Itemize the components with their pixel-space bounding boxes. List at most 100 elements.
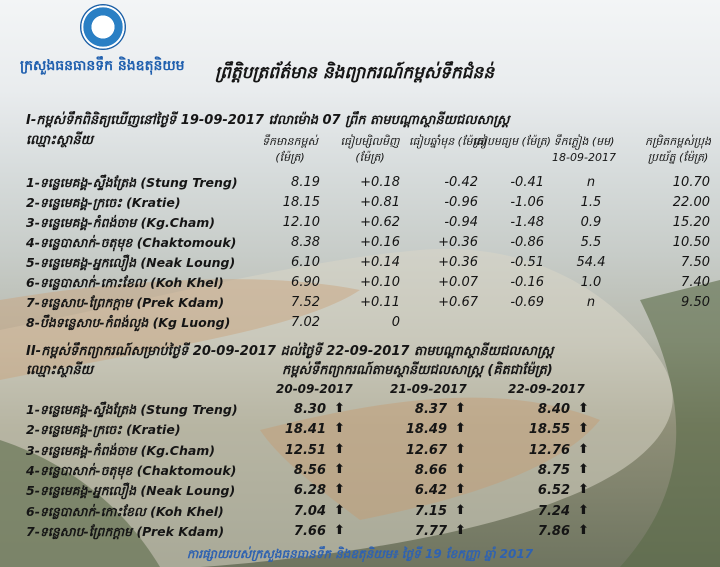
station-name: 6-ទន្លេបាសាក់-កោះខែល (Koh Khel) xyxy=(26,275,224,290)
footer-note: ការផ្សាយរបស់ក្រសួងធនធានទឹក និងឧតុនិយម៖ ថ… xyxy=(186,547,534,561)
observed-column-header: ធៀបម្សិលមិញ (ម៉ែត្រ) xyxy=(340,135,400,164)
station-name: 2-ទន្លេមេគង្គ-ក្រចេះ (Kratie) xyxy=(26,195,181,210)
arrow-up-icon: ⬆ xyxy=(334,461,345,477)
observed-value: +0.62 xyxy=(360,215,400,230)
station-name: 7-ទន្លេសាប-ព្រែកក្តាម (Prek Kdam) xyxy=(26,523,225,539)
arrow-up-icon: ⬆ xyxy=(578,522,589,538)
arrow-up-icon: ⬆ xyxy=(455,482,466,498)
observed-value: -0.86 xyxy=(510,235,544,250)
arrow-up-icon: ⬆ xyxy=(334,502,345,518)
forecast-value: 8.37 xyxy=(414,402,447,417)
observed-value: +0.18 xyxy=(360,175,400,190)
station-name: 1-ទន្លេមេគង្គ-ស្ទឹងត្រែង (Stung Treng) xyxy=(26,402,238,417)
forecast-value: 7.77 xyxy=(414,523,447,539)
forecast-station-header: ឈ្មោះស្ថានីយ xyxy=(26,363,93,378)
forecast-value: 12.51 xyxy=(284,442,326,458)
arrow-up-icon: ⬆ xyxy=(334,421,345,437)
forecast-value: 8.56 xyxy=(293,462,326,478)
observed-value: -0.51 xyxy=(510,255,544,270)
observed-column-header: ធៀបឆ្នាំមុន (ម៉ែត្រ) xyxy=(409,135,487,148)
forecast-value: 12.76 xyxy=(528,442,570,458)
observed-value: +0.36 xyxy=(438,255,478,270)
station-name: 4-ទន្លេបាសាក់-ចតុមុខ (Chaktomouk) xyxy=(26,235,237,250)
station-name: 3-ទន្លេមេគង្គ-កំពង់ចាម (Kg.Cham) xyxy=(26,215,216,230)
observed-value: 18.15 xyxy=(282,195,320,210)
station-name: 5-ទន្លេមេគង្គ-អ្នកលឿង (Neak Loung) xyxy=(26,483,236,499)
forecast-date: 21-09-2017 xyxy=(390,382,467,396)
station-name: 3-ទន្លេមេគង្គ-កំពង់ចាម (Kg.Cham) xyxy=(26,442,216,458)
arrow-up-icon: ⬆ xyxy=(334,522,345,538)
station-name: 7-ទន្លេសាប-ព្រែកក្តាម (Prek Kdam) xyxy=(26,295,225,310)
observed-value: +0.10 xyxy=(360,275,400,290)
observed-value: 8.38 xyxy=(291,235,320,250)
forecast-value: 8.40 xyxy=(537,402,570,417)
forecast-value: 7.15 xyxy=(414,503,447,519)
arrow-up-icon: ⬆ xyxy=(455,421,466,437)
observed-value: 10.70 xyxy=(672,175,710,190)
observed-value: 1.0 xyxy=(580,275,602,290)
station-name: 1-ទន្លេមេគង្គ-ស្ទឹងត្រែង (Stung Treng) xyxy=(26,175,238,190)
arrow-up-icon: ⬆ xyxy=(578,421,589,437)
arrow-up-icon: ⬆ xyxy=(578,401,589,416)
forecast-value: 7.04 xyxy=(293,503,326,519)
forecast-value: 7.24 xyxy=(537,503,570,519)
observed-value: 6.10 xyxy=(291,255,320,270)
observed-value: 7.02 xyxy=(291,315,320,330)
observed-value: -1.06 xyxy=(510,195,544,210)
arrow-up-icon: ⬆ xyxy=(578,441,589,457)
observed-value: -0.94 xyxy=(444,215,478,230)
observed-value: 22.00 xyxy=(672,195,710,210)
ministry-name: ក្រសួងធនធានទឹក និងឧតុនិយម xyxy=(20,58,185,74)
observed-value: n xyxy=(586,175,596,190)
ministry-logo xyxy=(80,4,126,50)
forecast-value: 6.52 xyxy=(537,483,570,499)
observed-value: 7.52 xyxy=(291,295,320,310)
arrow-up-icon: ⬆ xyxy=(334,441,345,457)
observed-value: 15.20 xyxy=(672,215,710,230)
arrow-up-icon: ⬆ xyxy=(334,401,345,416)
observed-section-title: I-កម្ពស់ទឹកពិនិត្យឃើញនៅថ្ងៃទី 19-09-2017… xyxy=(26,113,510,128)
forecast-subtitle: កម្ពស់ទឹកព្យាករណ៍តាមស្ថានីយជលសាស្ត្រ (គិ… xyxy=(282,363,553,378)
forecast-value: 12.67 xyxy=(405,442,447,458)
forecast-value: 7.66 xyxy=(293,523,326,539)
forecast-value: 6.42 xyxy=(414,483,447,499)
forecast-value: 6.28 xyxy=(293,483,326,499)
observed-value: 7.40 xyxy=(681,275,710,290)
observed-column-header: ធៀបមធ្យម (ម៉ែត្រ) xyxy=(473,135,551,148)
observed-value: +0.16 xyxy=(360,235,400,250)
observed-value: +0.14 xyxy=(360,255,400,270)
observed-value: +0.81 xyxy=(360,195,400,210)
arrow-up-icon: ⬆ xyxy=(334,482,345,498)
arrow-up-icon: ⬆ xyxy=(455,441,466,457)
observed-value: +0.07 xyxy=(438,275,478,290)
arrow-up-icon: ⬆ xyxy=(578,502,589,518)
arrow-up-icon: ⬆ xyxy=(455,401,466,416)
observed-value: 7.50 xyxy=(681,255,710,270)
observed-value: 5.5 xyxy=(580,235,602,250)
observed-value: 0 xyxy=(391,315,400,330)
forecast-value: 8.30 xyxy=(293,402,326,417)
forecast-date: 20-09-2017 xyxy=(276,382,353,396)
observed-value: 1.5 xyxy=(580,195,602,210)
forecast-value: 7.86 xyxy=(537,523,570,539)
observed-column-header: ទឹកមានកម្ពស់ (ម៉ែត្រ) xyxy=(262,135,318,164)
observed-value: 9.50 xyxy=(681,295,710,310)
observed-value: -0.96 xyxy=(444,195,478,210)
observed-value: +0.67 xyxy=(438,295,478,310)
observed-value: 0.9 xyxy=(580,215,602,230)
station-name: 4-ទន្លេបាសាក់-ចតុមុខ (Chaktomouk) xyxy=(26,462,237,478)
forecast-section-title: II-កម្ពស់ទឹកព្យាករណ៍សម្រាប់ថ្ងៃទី 20-09-… xyxy=(26,344,554,359)
station-name: 8-បឹងទន្លេសាប-កំពង់លួង (Kg Luong) xyxy=(26,315,231,330)
observed-value: -1.48 xyxy=(510,215,544,230)
arrow-up-icon: ⬆ xyxy=(578,461,589,477)
arrow-up-icon: ⬆ xyxy=(455,522,466,538)
observed-value: -0.41 xyxy=(510,175,544,190)
arrow-up-icon: ⬆ xyxy=(455,461,466,477)
station-name: 5-ទន្លេមេគង្គ-អ្នកលឿង (Neak Loung) xyxy=(26,255,236,270)
observed-column-header: កម្រិតកម្ពស់ប្រុងប្រយ័ត្ន (ម៉ែត្រ) xyxy=(645,135,711,164)
forecast-date: 22-09-2017 xyxy=(508,382,585,396)
observed-value: -0.42 xyxy=(444,175,478,190)
forecast-value: 18.49 xyxy=(405,422,447,438)
observed-value: n xyxy=(586,295,596,310)
